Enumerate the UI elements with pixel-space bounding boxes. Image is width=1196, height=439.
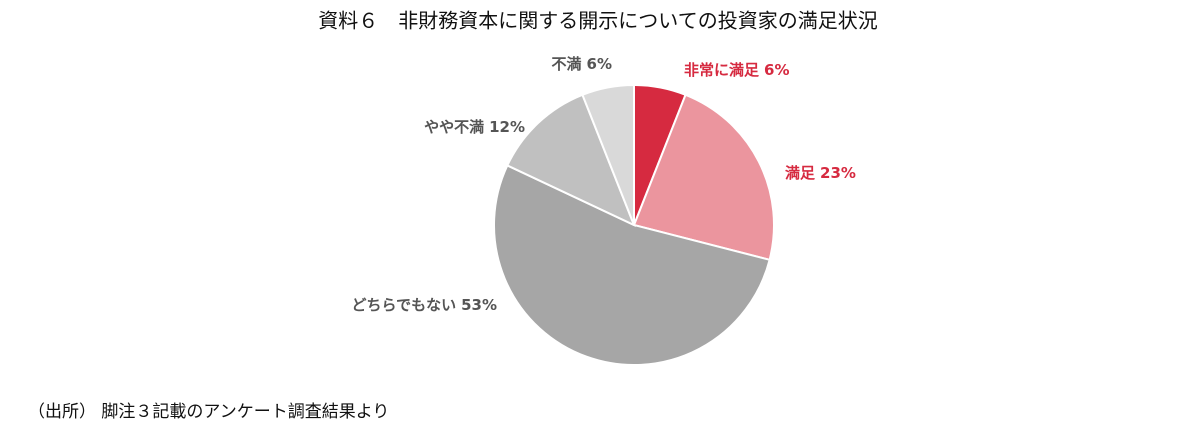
- pie-slice: [632, 93, 775, 262]
- category-label: 非常に満足: [684, 61, 760, 79]
- slice-label: 非常に満足 6%: [684, 61, 789, 79]
- pie-slice: [493, 164, 771, 366]
- slice-label: 満足 23%: [785, 164, 856, 182]
- category-label: やや不満: [424, 118, 484, 136]
- category-label: 不満: [552, 55, 582, 73]
- chart-title: 資料６ 非財務資本に関する開示についての投資家の満足状況: [318, 9, 877, 33]
- slice-label: どちらでもない 53%: [352, 296, 497, 314]
- category-label: どちらでもない: [352, 296, 457, 314]
- value-label: 12%: [489, 118, 525, 136]
- value-label: 6%: [764, 61, 789, 79]
- slice-label: やや不満 12%: [424, 118, 525, 136]
- value-label: 6%: [587, 55, 612, 73]
- value-label: 53%: [461, 296, 497, 314]
- slice-label: 不満 6%: [552, 55, 612, 73]
- pie-slice: [505, 93, 636, 227]
- source-note: （出所） 脚注３記載のアンケート調査結果より: [28, 402, 389, 422]
- value-label: 23%: [820, 164, 856, 182]
- category-label: 満足: [785, 164, 816, 182]
- pie-slice: [581, 83, 635, 226]
